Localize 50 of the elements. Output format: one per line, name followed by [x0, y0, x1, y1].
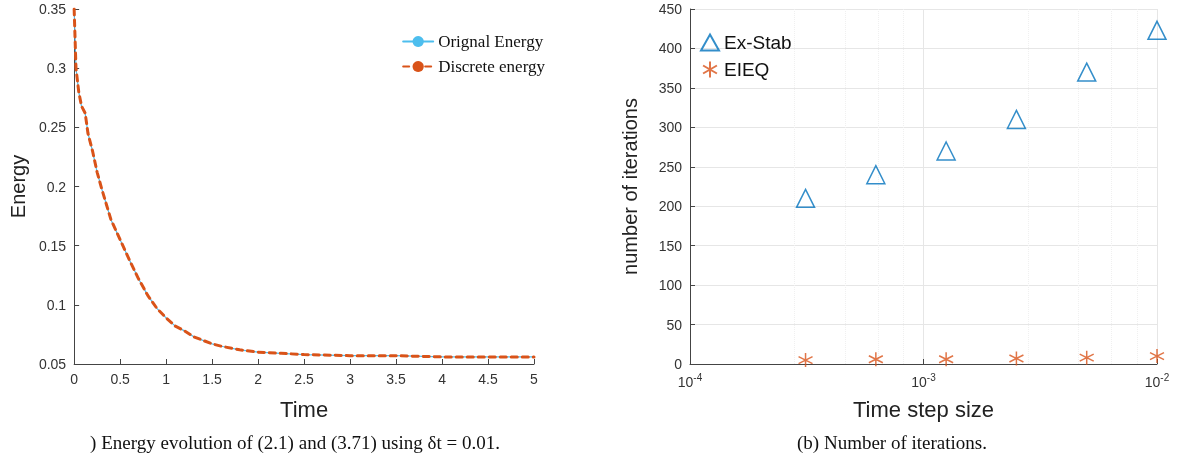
- point: [797, 352, 814, 368]
- point: [1078, 349, 1095, 366]
- point: [795, 188, 816, 209]
- y-tick-label: 0.05: [38, 356, 67, 372]
- text: ) Energy evolution of (2.1) and (3.71) using δt = 0.01.: [89, 432, 501, 454]
- x-tick-label: 3: [346, 371, 355, 387]
- legend-label: Orignal Energy: [438, 32, 544, 51]
- legend-label: EIEQ: [724, 59, 770, 80]
- y-tick-label: 0.35: [38, 1, 67, 17]
- y-tick-label: 250: [658, 158, 683, 175]
- point: [938, 351, 954, 368]
- text: (b) Number of iterations.: [796, 432, 988, 454]
- y-tick-label: 350: [658, 79, 683, 96]
- x-tick-label: 0: [70, 371, 79, 387]
- y-tick-label: 150: [658, 237, 683, 254]
- point: [1149, 348, 1165, 364]
- point: [1076, 62, 1097, 82]
- x-tick-label: 1: [162, 371, 171, 387]
- x-tick-label: 4.5: [478, 371, 498, 387]
- y-tick-label: 0.1: [46, 296, 67, 313]
- y-axis-title: number of iterations: [619, 98, 641, 275]
- y-tick-label: 450: [658, 1, 683, 17]
- y-tick-label: 0.3: [46, 60, 67, 77]
- x-tick-label: 3.5: [386, 371, 406, 387]
- point: [866, 164, 886, 185]
- y-tick-label: 100: [658, 277, 683, 294]
- point: [936, 141, 956, 161]
- legend-label: Discrete energy: [438, 57, 546, 76]
- x-axis-title: Time step size: [852, 396, 995, 422]
- legend-label: Ex-Stab: [724, 32, 792, 53]
- x-tick-label: 1.5: [202, 371, 223, 387]
- point: [868, 351, 884, 368]
- x-tick-label: 2: [254, 371, 263, 387]
- x-tick-label: 4: [438, 371, 447, 387]
- y-tick-label: 0: [674, 356, 683, 372]
- y-tick-label: 200: [658, 198, 683, 215]
- point: [1006, 109, 1027, 130]
- y-tick-label: 300: [658, 119, 683, 136]
- point: [1147, 20, 1167, 41]
- x-axis-title: Time: [280, 396, 329, 422]
- x-tick-label: 0.5: [110, 371, 131, 387]
- y-axis-title: Energy: [7, 154, 29, 219]
- y-tick-label: 0.15: [38, 237, 67, 254]
- y-tick-label: 0.2: [46, 178, 67, 195]
- x-tick-label: 5: [530, 371, 539, 387]
- y-tick-label: 50: [666, 316, 683, 333]
- point: [1008, 350, 1025, 367]
- y-tick-label: 0.25: [38, 119, 67, 136]
- x-tick-label: 2.5: [294, 371, 315, 387]
- y-tick-label: 400: [658, 40, 683, 57]
